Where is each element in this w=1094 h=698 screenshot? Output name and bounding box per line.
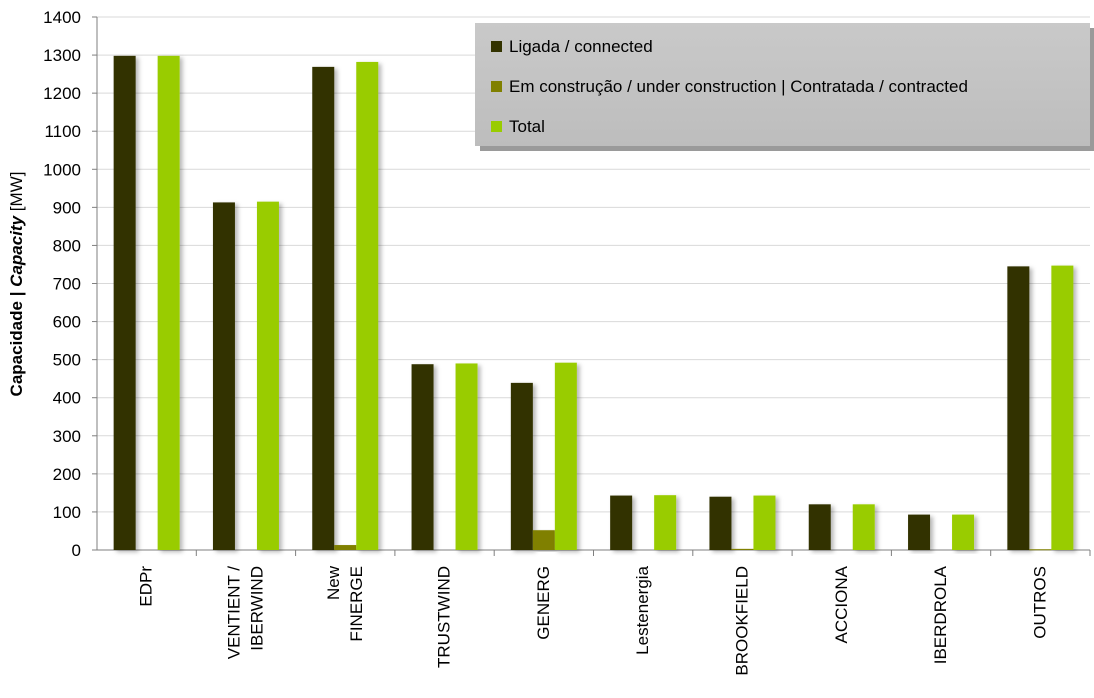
bar-connected <box>510 382 533 550</box>
x-tick-label-line: BROOKFIELD <box>732 566 751 676</box>
legend-box <box>475 23 1090 146</box>
bar-under-construction <box>1029 549 1052 551</box>
x-tick-label-line: IBERWIND <box>247 566 266 651</box>
legend-total-label: Total <box>509 117 545 136</box>
x-tick-label: TRUSTWIND <box>435 566 454 668</box>
bar-total <box>1051 265 1074 550</box>
bar-connected <box>1007 266 1030 550</box>
bar-total <box>753 495 776 550</box>
legend: Ligada / connected Em construção / under … <box>475 23 1094 151</box>
bar-total <box>256 201 279 550</box>
bar-connected <box>212 202 235 551</box>
y-tick-label: 1000 <box>43 160 81 179</box>
y-tick-label: 700 <box>53 275 81 294</box>
y-tick-labels: 0 100 200 300 400 500 600 700 800 900 1000 1100 1200… <box>43 8 81 560</box>
bar-connected <box>610 495 633 550</box>
y-tick-label: 300 <box>53 427 81 446</box>
y-tick-label: 500 <box>53 351 81 370</box>
x-tick-label-line: New <box>324 565 343 600</box>
bar-under-construction <box>334 545 357 550</box>
legend-connected-swatch <box>491 41 502 52</box>
y-tick-label: 900 <box>53 198 81 217</box>
x-tick-label-line: EDPr <box>137 566 156 607</box>
bar-connected <box>709 496 732 550</box>
bar-connected <box>113 55 136 550</box>
x-tick-label: OUTROS <box>1030 566 1049 639</box>
y-tick-label: 1300 <box>43 46 81 65</box>
bar-connected <box>411 364 434 550</box>
x-tick-label: EDPr <box>137 566 156 607</box>
x-tick-label-line: Lestenergia <box>633 565 652 654</box>
legend-under-construction-label: Em construção / under construction | Con… <box>509 77 968 96</box>
bars <box>113 55 1074 551</box>
y-axis-label-italic: Capacity <box>7 214 26 286</box>
x-tick-label-line: FINERGE <box>347 566 366 642</box>
y-tick-label: 1400 <box>43 8 81 27</box>
x-tick-label: New FINERGE <box>324 565 366 641</box>
y-tick-label: 1100 <box>44 122 81 141</box>
x-tick-label-line: TRUSTWIND <box>435 566 454 668</box>
y-axis-label-unit: [MW] <box>7 172 26 216</box>
legend-under-construction-swatch <box>491 81 502 92</box>
bar-total <box>654 495 677 550</box>
x-tick-label: Lestenergia <box>633 565 652 654</box>
x-tick-label: ACCIONA <box>832 565 851 643</box>
bar-total <box>455 363 478 550</box>
y-axis-label-bold: Capacidade | <box>7 287 26 397</box>
bar-under-construction <box>532 530 555 550</box>
bar-total <box>952 514 975 550</box>
x-tick-label: VENTIENT / IBERWIND <box>224 566 266 659</box>
y-tick-label: 100 <box>53 503 81 522</box>
bar-connected <box>312 66 335 551</box>
x-tick-label: GENERG <box>534 566 553 640</box>
x-tick-label: IBERDROLA <box>931 565 950 664</box>
y-tick-label: 200 <box>53 465 81 484</box>
x-tick-label-line: GENERG <box>534 566 553 640</box>
y-tick-label: 0 <box>72 541 81 560</box>
x-tick-label-line: ACCIONA <box>832 565 851 643</box>
y-tick-label: 800 <box>53 236 81 255</box>
x-tick-label-line: VENTIENT / <box>224 566 243 659</box>
legend-connected-label: Ligada / connected <box>509 37 653 56</box>
x-tick-label-line: OUTROS <box>1030 566 1049 639</box>
y-tick-label: 1200 <box>43 84 81 103</box>
legend-total-swatch <box>491 121 502 132</box>
bar-under-construction <box>731 548 754 550</box>
bar-connected <box>808 504 831 550</box>
bar-total <box>852 504 875 550</box>
bar-total <box>554 362 577 550</box>
x-tick-labels: EDPr VENTIENT / IBERWIND New FINERGE TRUSTWIN… <box>137 565 1050 675</box>
bar-connected <box>908 514 931 550</box>
y-tick-label: 400 <box>53 389 81 408</box>
bar-total <box>157 55 180 550</box>
y-tick-label: 600 <box>53 313 81 332</box>
x-tick-label: BROOKFIELD <box>732 566 751 676</box>
y-axis-label: Capacidade | Capacity [MW] <box>7 172 26 397</box>
bar-total <box>356 61 379 550</box>
x-tick-label-line: IBERDROLA <box>931 565 950 664</box>
